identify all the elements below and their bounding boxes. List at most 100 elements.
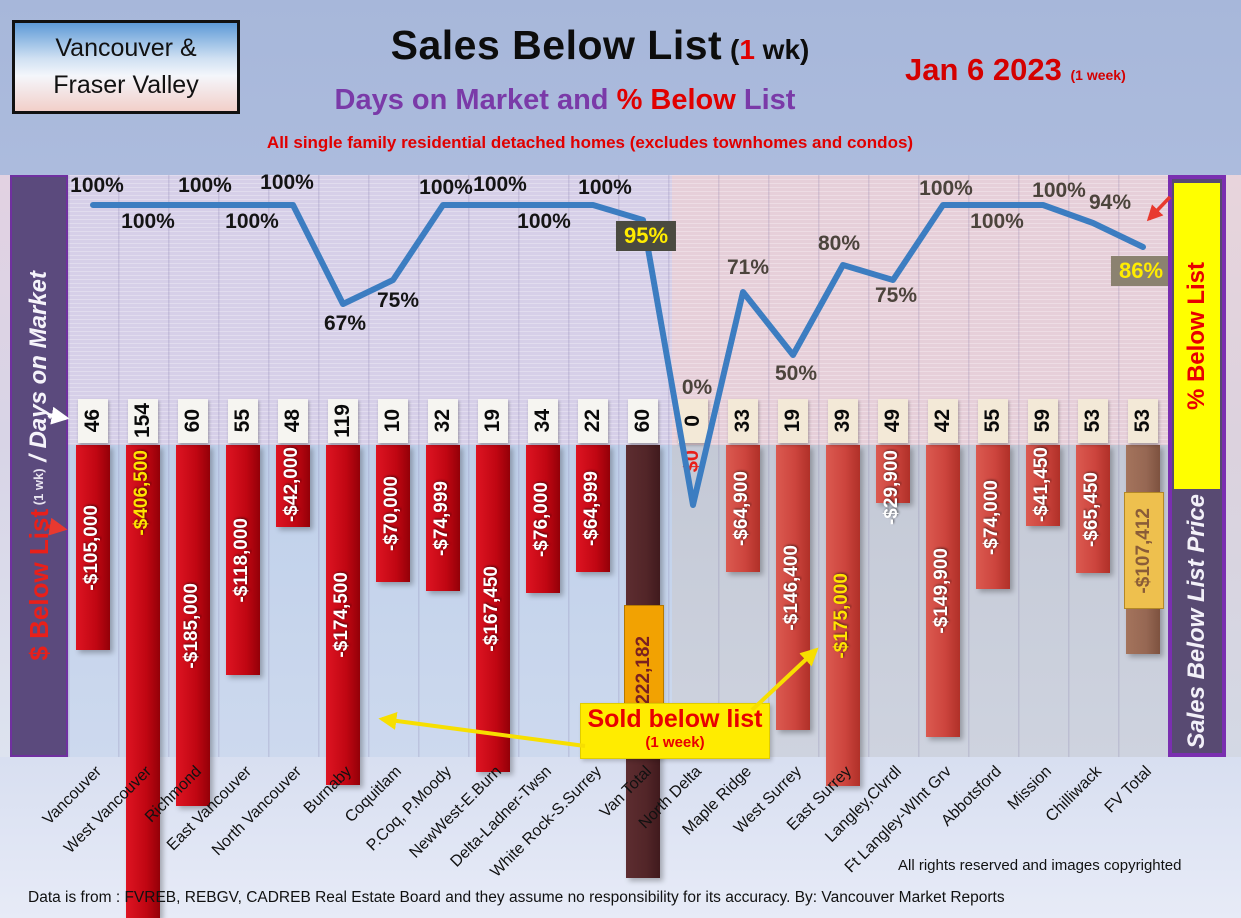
pct-label: 75% [376,289,420,312]
days-on-market-label: 32 [428,399,458,443]
value-label: -$76,000 [531,481,552,557]
callout-sold-below-list: Sold below list (1 week) [580,703,770,759]
title-text: Sales Below List [390,22,723,68]
days-on-market-value: 39 [831,409,854,433]
days-on-market-label: 154 [128,399,158,443]
days-on-market-value: 60 [181,409,204,433]
days-on-market-label: 55 [228,399,258,443]
region-line2: Fraser Valley [53,71,199,99]
days-on-market-value: 22 [581,409,604,433]
pct-label: 50% [774,362,818,385]
days-on-market-label: 60 [178,399,208,443]
days-on-market-label: 48 [278,399,308,443]
days-on-market-value: 154 [131,403,154,439]
pct-label: 71% [726,256,770,279]
pct-label: 86% [1110,256,1172,286]
pct-label: 100% [178,174,232,197]
days-on-market-label: 42 [928,399,958,443]
value-label: -$107,412 [1133,507,1154,594]
days-on-market-value: 42 [931,409,954,433]
pct-label: 80% [817,232,861,255]
percent-below-list-label: % Below List [1183,261,1210,411]
footer-rights: All rights reserved and images copyright… [898,857,1182,874]
total-value-label-box: -$107,412 [1124,492,1164,609]
days-on-market-value: 119 [331,404,354,438]
days-on-market-label: 59 [1028,399,1058,443]
right-axis-title: % Below List Sales Below List Price [1168,175,1226,757]
days-on-market-value: 55 [981,409,1004,433]
value-label: -$29,900 [881,450,902,526]
value-label: -$105,000 [81,504,102,591]
days-on-market-value: 60 [631,409,654,433]
days-on-market-label: 46 [78,399,108,443]
sales-below-list-price-label: Sales Below List Price [1183,493,1210,749]
sales-below-list-price-wrap: Sales Below List Price [1183,489,1211,753]
days-on-market-value: 19 [481,409,504,433]
pct-label: 100% [517,210,571,233]
pct-label: 100% [70,174,124,197]
days-on-market-value: 55 [231,409,254,433]
value-label: -$149,900 [931,548,952,634]
left-axis-text: $ Below List (1 wk) / Days on Market [23,271,54,661]
pct-label: 100% [419,176,473,199]
value-label: -$118,000 [231,517,252,603]
days-on-market-label: 22 [578,399,608,443]
days-on-market-label: 53 [1128,399,1158,443]
days-on-market-label: 34 [528,399,558,443]
left-axis-title: $ Below List (1 wk) / Days on Market [10,175,68,757]
value-label: -$146,400 [781,544,802,631]
value-label: -$42,000 [281,447,302,523]
value-label: -$174,500 [331,572,352,658]
value-label: -$64,900 [731,471,752,547]
days-on-market-label: 19 [478,399,508,443]
days-on-market-label: 10 [378,399,408,443]
days-on-market-label: 19 [778,399,808,443]
footer-source: Data is from : FVREB, REBGV, CADREB Real… [28,889,1005,906]
percent-below-list-box: % Below List [1174,183,1220,489]
value-label: -$64,999 [581,471,602,547]
days-on-market-label: 0 [678,399,708,443]
page-title: Sales Below List (1 wk) [300,22,900,69]
days-on-market-label: 39 [828,399,858,443]
days-on-market-label: 49 [878,399,908,443]
tagline: All single family residential detached h… [266,133,914,152]
days-on-market-value: 10 [381,409,404,433]
value-label-zero: $0 [681,450,703,473]
pct-label: 100% [225,210,279,233]
days-on-market-label: 53 [1078,399,1108,443]
pct-label: 100% [919,177,973,200]
subtitle: Days on Market and % Below List [334,84,796,116]
value-label: -$167,450 [481,565,502,652]
value-label: -$70,000 [381,476,402,552]
value-label: -$74,000 [981,479,1002,555]
title-suffix: (1 wk) [722,34,810,65]
days-on-market-value: 48 [281,409,304,433]
days-on-market-value: 32 [431,409,454,433]
pct-label: 0% [681,376,713,399]
days-on-market-value: 19 [781,409,804,433]
days-on-market-label: 60 [628,399,658,443]
report-date: Jan 6 2023 (1 week) [905,52,1126,87]
left-edge-strip [0,175,10,757]
pct-label: 75% [874,284,918,307]
days-on-market-value: 49 [881,409,904,433]
pct-label: 67% [323,312,367,335]
value-label: -$185,000 [181,582,202,669]
days-on-market-value: 53 [1081,409,1104,433]
value-label: -$175,000 [831,572,852,659]
pct-label: 100% [970,210,1024,233]
days-on-market-label: 119 [328,399,358,443]
plot-area: 46 -$105,000 100% 154 -$406,500 100% 60 -$185,0… [68,171,1172,918]
region-title-box: Vancouver & Fraser Valley [12,20,240,114]
days-on-market-label: 33 [728,399,758,443]
pct-label: 100% [121,210,175,233]
days-on-market-value: 34 [531,409,554,433]
value-label: -$41,450 [1031,447,1052,523]
days-on-market-value: 53 [1131,409,1154,433]
value-label: -$406,500 [131,450,152,536]
chart-bar [126,445,160,918]
days-on-market-label: 55 [978,399,1008,443]
pct-label: 100% [1032,179,1086,202]
value-label: -$65,450 [1081,471,1102,547]
